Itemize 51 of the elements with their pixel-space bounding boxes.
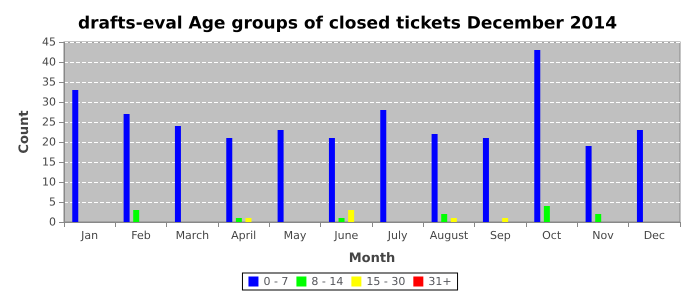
x-tick-label: Feb (131, 229, 151, 242)
bar (441, 214, 448, 222)
x-tick-label: Dec (644, 229, 665, 242)
x-tick-label: August (430, 229, 469, 242)
y-axis-title: Count (17, 110, 32, 154)
bar (586, 146, 592, 222)
bar (544, 206, 550, 222)
x-axis-title: Month (348, 251, 396, 266)
bar (338, 218, 345, 222)
bar (432, 134, 438, 222)
chart-title: drafts-eval Age groups of closed tickets December 2014 (78, 14, 618, 34)
bar (348, 210, 354, 222)
legend-label: 0 - 7 (263, 275, 288, 288)
bar (595, 214, 602, 222)
bar (124, 114, 130, 222)
bar (278, 130, 284, 222)
bar (245, 218, 252, 222)
x-tick-label: June (333, 229, 359, 242)
legend-label: 15 - 30 (366, 275, 406, 288)
bar (636, 130, 643, 222)
bar (174, 126, 181, 222)
y-tick-label: 45 (42, 36, 56, 48)
x-tick-label: Nov (592, 229, 614, 242)
bar (226, 138, 232, 222)
bar (502, 218, 508, 222)
legend-label: 8 - 14 (311, 275, 344, 288)
bar (380, 110, 386, 222)
bar (236, 218, 242, 222)
y-tick-label: 35 (42, 76, 56, 88)
bar (72, 90, 78, 222)
x-tick-label: Oct (542, 229, 562, 242)
y-tick-label: 10 (42, 176, 56, 188)
y-tick-label: 0 (49, 216, 56, 228)
y-tick-label: 25 (42, 116, 56, 128)
x-tick-label: Jan (80, 229, 98, 242)
bar (534, 50, 540, 222)
y-tick-label: 20 (42, 136, 56, 148)
legend-label: 31+ (428, 275, 452, 288)
y-tick-label: 15 (42, 156, 56, 168)
y-tick-label: 40 (42, 56, 56, 68)
x-tick-label: Sep (490, 229, 511, 242)
y-tick-label: 5 (49, 196, 56, 208)
bar (328, 138, 335, 222)
x-tick-label: May (284, 229, 307, 242)
x-tick-label: March (176, 229, 210, 242)
bar (450, 218, 457, 222)
y-tick-label: 30 (42, 96, 56, 108)
x-tick-label: April (231, 229, 256, 242)
bar (133, 210, 140, 222)
x-tick-label: July (386, 229, 408, 242)
bar (482, 138, 489, 222)
